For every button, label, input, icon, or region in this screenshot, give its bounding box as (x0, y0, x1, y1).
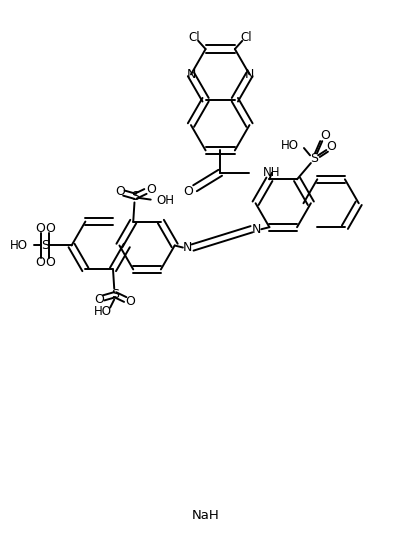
Text: N: N (252, 223, 261, 236)
Text: O: O (35, 256, 45, 269)
Text: O: O (45, 256, 55, 269)
Text: OH: OH (157, 194, 174, 207)
Text: S: S (310, 151, 318, 164)
Text: S: S (41, 239, 49, 252)
Text: HO: HO (10, 239, 28, 252)
Text: HO: HO (281, 138, 299, 151)
Text: NH: NH (263, 166, 281, 179)
Text: Cl: Cl (241, 31, 252, 44)
Text: NaH: NaH (192, 509, 220, 522)
Text: O: O (183, 185, 193, 198)
Text: O: O (321, 129, 330, 142)
Text: O: O (126, 295, 136, 308)
Text: S: S (111, 288, 119, 301)
Text: O: O (146, 182, 156, 195)
Text: HO: HO (94, 305, 112, 318)
Text: Cl: Cl (188, 31, 200, 44)
Text: O: O (45, 222, 55, 235)
Text: O: O (115, 185, 125, 198)
Text: N: N (186, 68, 196, 81)
Text: S: S (131, 190, 139, 203)
Text: O: O (326, 140, 336, 153)
Text: O: O (95, 293, 105, 306)
Text: O: O (35, 222, 45, 235)
Text: N: N (245, 68, 254, 81)
Text: N: N (183, 241, 192, 254)
